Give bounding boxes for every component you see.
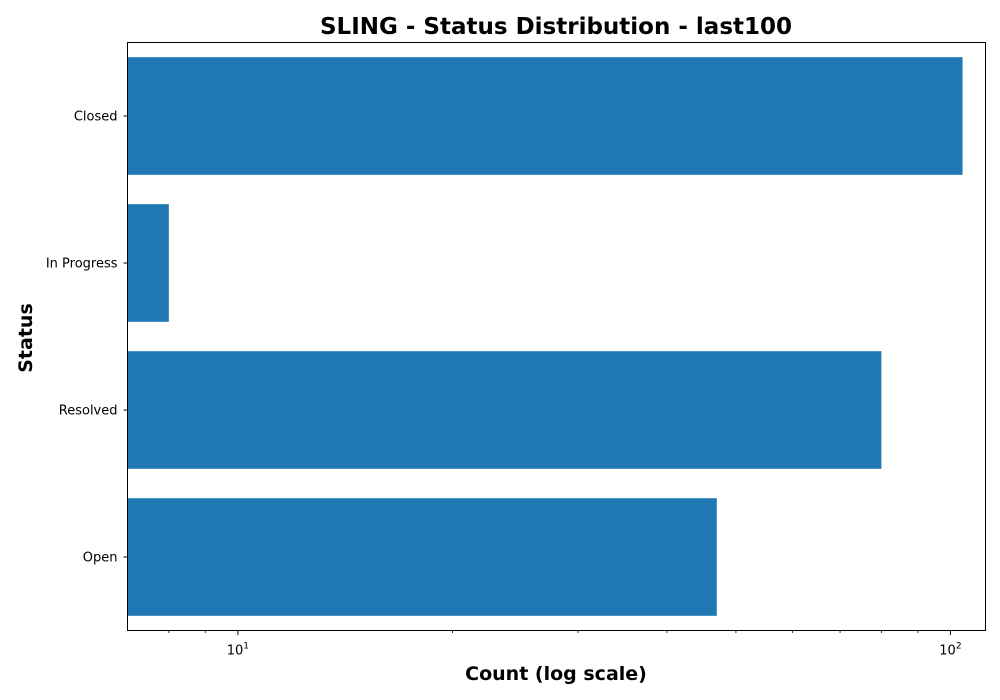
- ticks-layer: Closed In Progress Resolved Open 101 102: [46, 110, 962, 659]
- x-axis-label: Count (log scale): [465, 663, 647, 685]
- bars-layer: [127, 57, 963, 616]
- bar-closed: [127, 57, 963, 175]
- x-tick-label: 102: [939, 642, 961, 659]
- plot-frame: [127, 42, 986, 631]
- x-tick-label: 101: [227, 642, 249, 659]
- y-tick-label: Closed: [74, 110, 118, 125]
- bar-in-progress: [127, 204, 169, 322]
- y-tick-label: In Progress: [46, 257, 118, 272]
- bar-resolved: [127, 351, 882, 469]
- y-tick-label: Open: [83, 551, 118, 566]
- y-tick-label: Resolved: [59, 404, 118, 419]
- bar-open: [127, 498, 717, 616]
- chart-title: SLING - Status Distribution - last100: [320, 14, 792, 40]
- y-axis-label: Status: [15, 303, 37, 373]
